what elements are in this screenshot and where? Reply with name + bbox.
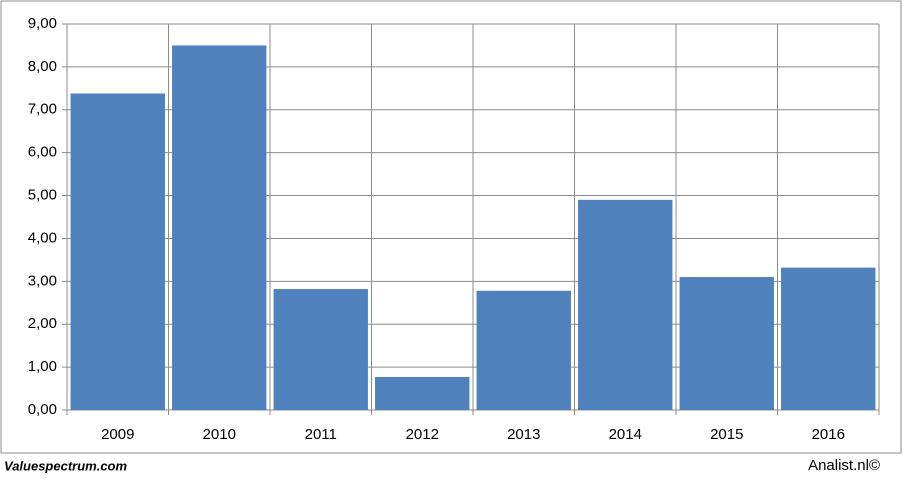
- bar: [578, 199, 673, 410]
- x-tick-label: 2015: [710, 426, 743, 443]
- x-tick-label: 2014: [609, 426, 642, 443]
- y-tick-label: 9,00: [28, 15, 57, 32]
- bar: [172, 45, 267, 410]
- bar: [781, 267, 876, 410]
- x-tick-label: 2012: [406, 426, 439, 443]
- x-tick-label: 2016: [812, 426, 845, 443]
- y-tick-label: 7,00: [28, 101, 57, 118]
- x-tick-label: 2013: [507, 426, 540, 443]
- y-tick-label: 0,00: [28, 401, 57, 418]
- bar: [70, 93, 165, 410]
- y-tick-label: 3,00: [28, 272, 57, 289]
- x-tick-label: 2010: [203, 426, 236, 443]
- bar: [375, 376, 470, 410]
- credit-label: Analist.nl©: [808, 457, 880, 474]
- source-label: Valuespectrum.com: [4, 458, 128, 473]
- bar: [679, 277, 774, 410]
- bar: [476, 290, 571, 410]
- y-tick-label: 8,00: [28, 58, 57, 75]
- bar: [273, 289, 368, 410]
- y-tick-label: 2,00: [28, 315, 57, 332]
- x-tick-label: 2009: [101, 426, 134, 443]
- y-tick-label: 1,00: [28, 358, 57, 375]
- y-tick-label: 4,00: [28, 229, 57, 246]
- y-tick-label: 6,00: [28, 144, 57, 161]
- x-tick-label: 2011: [305, 426, 337, 443]
- y-tick-label: 5,00: [28, 187, 57, 204]
